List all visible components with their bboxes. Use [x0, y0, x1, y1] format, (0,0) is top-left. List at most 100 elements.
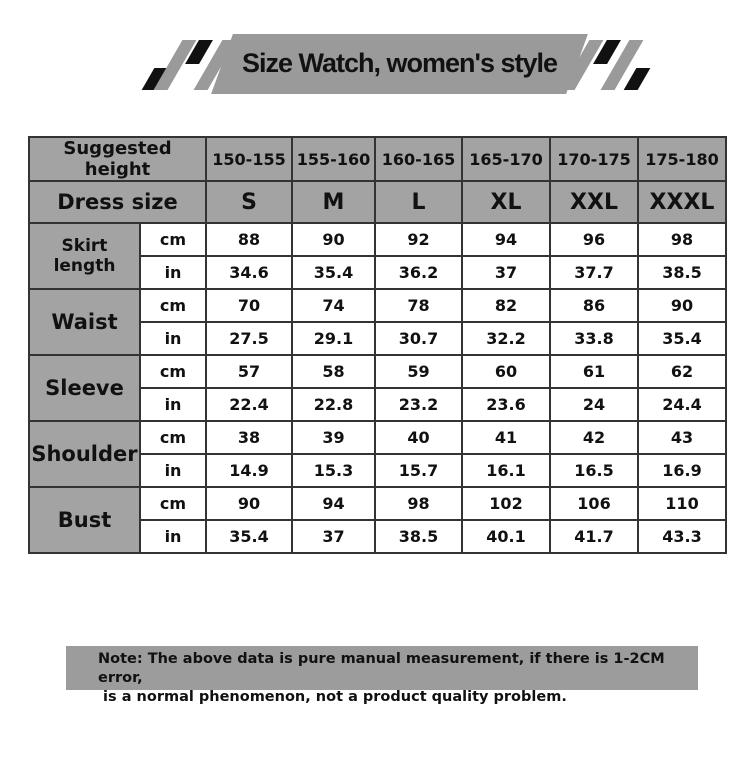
- value-cell: 34.6: [205, 255, 293, 290]
- measure-label: Shoulder: [28, 420, 141, 488]
- value-cell: 59: [374, 354, 463, 389]
- value-cell: 37: [291, 519, 376, 554]
- size-cell: XL: [461, 180, 551, 224]
- value-cell: 70: [205, 288, 293, 323]
- note-line-2: is a normal phenomenon, not a product qu…: [98, 689, 567, 705]
- unit-in: in: [139, 387, 207, 422]
- value-cell: 30.7: [374, 321, 463, 356]
- height-label: Suggested height: [28, 136, 207, 182]
- value-cell: 82: [461, 288, 551, 323]
- value-cell: 78: [374, 288, 463, 323]
- value-cell: 42: [549, 420, 639, 455]
- value-cell: 29.1: [291, 321, 376, 356]
- value-cell: 16.1: [461, 453, 551, 488]
- page-title: Size Watch, women's style: [241, 48, 558, 78]
- measure-label: Waist: [28, 288, 141, 356]
- value-cell: 16.9: [637, 453, 727, 488]
- measure-label: Skirt length: [28, 222, 141, 290]
- unit-cm: cm: [139, 288, 207, 323]
- size-cell: M: [291, 180, 376, 224]
- value-cell: 43.3: [637, 519, 727, 554]
- size-label: Dress size: [28, 180, 207, 224]
- height-cell: 170-175: [549, 136, 639, 182]
- unit-cm: cm: [139, 486, 207, 521]
- value-cell: 38.5: [374, 519, 463, 554]
- measure-label: Bust: [28, 486, 141, 554]
- value-cell: 35.4: [637, 321, 727, 356]
- value-cell: 88: [205, 222, 293, 257]
- unit-cm: cm: [139, 420, 207, 455]
- table-row: in 14.9 15.3 15.7 16.1 16.5 16.9: [29, 453, 727, 488]
- unit-cm: cm: [139, 222, 207, 257]
- value-cell: 98: [637, 222, 727, 257]
- value-cell: 61: [549, 354, 639, 389]
- table-row: Skirt length cm 88 90 92 94 96 98: [28, 222, 727, 290]
- value-cell: 90: [637, 288, 727, 323]
- value-cell: 90: [291, 222, 376, 257]
- value-cell: 38: [205, 420, 293, 455]
- table-row: in 35.4 37 38.5 40.1 41.7 43.3: [29, 519, 727, 554]
- height-row: Suggested height 150-155 155-160 160-165 16…: [28, 136, 727, 182]
- height-cell: 150-155: [205, 136, 293, 182]
- table-row: Bust cm 90 94 98 102 106 110: [28, 486, 727, 554]
- unit-in: in: [139, 255, 207, 290]
- size-row: Dress size S M L XL XXL XXXL: [28, 180, 727, 224]
- value-cell: 14.9: [205, 453, 293, 488]
- value-cell: 90: [205, 486, 293, 521]
- value-cell: 36.2: [374, 255, 463, 290]
- table-row: in 27.5 29.1 30.7 32.2 33.8 35.4: [29, 321, 727, 356]
- value-cell: 22.4: [205, 387, 293, 422]
- measure-label: Sleeve: [28, 354, 141, 422]
- table-row: in 22.4 22.8 23.2 23.6 24 24.4: [29, 387, 727, 422]
- height-cell: 175-180: [637, 136, 727, 182]
- value-cell: 41: [461, 420, 551, 455]
- value-cell: 15.7: [374, 453, 463, 488]
- value-cell: 106: [549, 486, 639, 521]
- size-cell: L: [374, 180, 463, 224]
- value-cell: 16.5: [549, 453, 639, 488]
- height-cell: 160-165: [374, 136, 463, 182]
- value-cell: 62: [637, 354, 727, 389]
- value-cell: 110: [637, 486, 727, 521]
- value-cell: 32.2: [461, 321, 551, 356]
- stripe-decoration: [153, 40, 197, 90]
- value-cell: 15.3: [291, 453, 376, 488]
- value-cell: 102: [461, 486, 551, 521]
- table-row: Waist cm 70 74 78 82 86 90: [28, 288, 727, 356]
- value-cell: 38.5: [637, 255, 727, 290]
- value-cell: 22.8: [291, 387, 376, 422]
- table-row: Shoulder cm 38 39 40 41 42 43: [28, 420, 727, 488]
- value-cell: 39: [291, 420, 376, 455]
- size-cell: XXXL: [637, 180, 727, 224]
- value-cell: 57: [205, 354, 293, 389]
- note-line-1: Note: The above data is pure manual meas…: [98, 651, 665, 686]
- value-cell: 98: [374, 486, 463, 521]
- value-cell: 41.7: [549, 519, 639, 554]
- value-cell: 96: [549, 222, 639, 257]
- value-cell: 23.6: [461, 387, 551, 422]
- value-cell: 43: [637, 420, 727, 455]
- value-cell: 40.1: [461, 519, 551, 554]
- value-cell: 37: [461, 255, 551, 290]
- unit-in: in: [139, 519, 207, 554]
- value-cell: 35.4: [291, 255, 376, 290]
- value-cell: 94: [461, 222, 551, 257]
- value-cell: 35.4: [205, 519, 293, 554]
- value-cell: 33.8: [549, 321, 639, 356]
- height-cell: 165-170: [461, 136, 551, 182]
- height-cell: 155-160: [291, 136, 376, 182]
- note-box: Note: The above data is pure manual meas…: [66, 646, 698, 705]
- value-cell: 37.7: [549, 255, 639, 290]
- unit-cm: cm: [139, 354, 207, 389]
- table-row: Sleeve cm 57 58 59 60 61 62: [28, 354, 727, 422]
- unit-in: in: [139, 321, 207, 356]
- value-cell: 92: [374, 222, 463, 257]
- value-cell: 24: [549, 387, 639, 422]
- table-row: in 34.6 35.4 36.2 37 37.7 38.5: [29, 255, 727, 290]
- size-cell: XXL: [549, 180, 639, 224]
- size-cell: S: [205, 180, 293, 224]
- stripe-decoration: [623, 68, 651, 90]
- unit-in: in: [139, 453, 207, 488]
- value-cell: 40: [374, 420, 463, 455]
- value-cell: 24.4: [637, 387, 727, 422]
